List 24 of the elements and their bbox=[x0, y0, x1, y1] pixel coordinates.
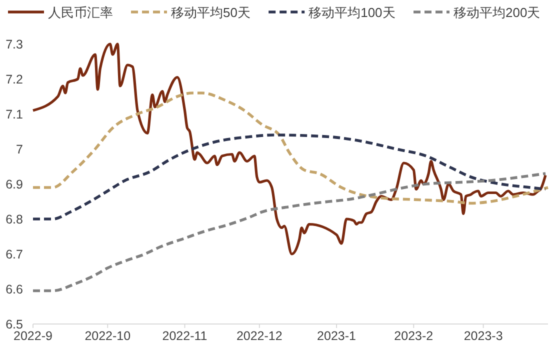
line-series bbox=[32, 172, 547, 292]
y-tick-label: 6.9 bbox=[6, 178, 24, 192]
y-tick-label: 6.8 bbox=[6, 212, 24, 226]
x-tick-label: 2022-10 bbox=[84, 329, 131, 343]
line-series bbox=[32, 134, 547, 220]
y-tick-label: 6.7 bbox=[6, 248, 24, 262]
legend-label: 人民币汇率 bbox=[48, 5, 113, 20]
y-tick-label: 6.5 bbox=[6, 318, 24, 332]
legend-label: 移动平均100天 bbox=[308, 5, 396, 20]
legend-label: 移动平均200天 bbox=[454, 5, 540, 20]
x-tick-label: 2023-1 bbox=[317, 329, 356, 343]
x-tick-label: 2022-12 bbox=[236, 329, 282, 343]
x-tick-label: 2022-9 bbox=[14, 329, 52, 343]
x-tick-label: 2022-11 bbox=[162, 329, 208, 343]
y-tick-label: 7.3 bbox=[6, 38, 24, 52]
x-tick-label: 2023-3 bbox=[464, 329, 503, 343]
y-tick-label: 6.6 bbox=[6, 282, 24, 296]
y-tick-label: 7.2 bbox=[6, 72, 24, 86]
line-series bbox=[32, 92, 550, 205]
y-tick-label: 7.1 bbox=[6, 108, 24, 122]
x-tick-label: 2023-2 bbox=[394, 329, 434, 343]
line-series bbox=[32, 42, 547, 256]
legend-label: 移动平均50天 bbox=[171, 5, 250, 20]
y-tick-label: 7 bbox=[16, 142, 24, 156]
